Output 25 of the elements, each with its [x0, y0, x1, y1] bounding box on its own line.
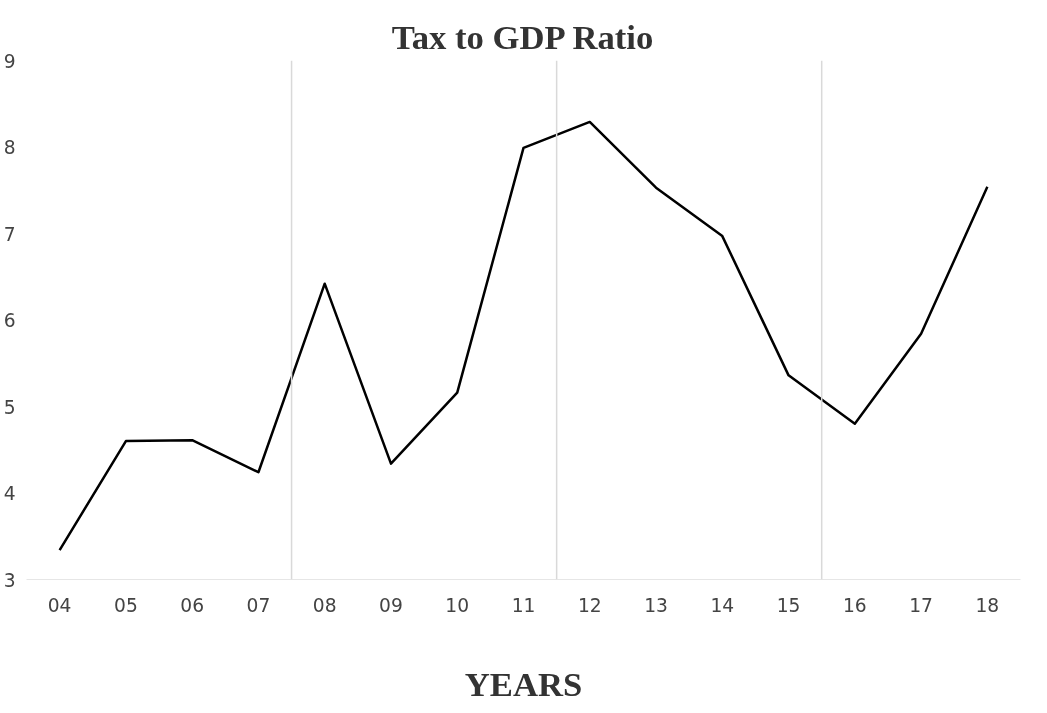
y-tick-label: 5: [3, 396, 16, 418]
x-tick-label: 15: [776, 594, 801, 616]
x-tick-label: 04: [47, 594, 72, 616]
x-axis-title: YEARS: [464, 664, 583, 703]
x-tick-label: 05: [114, 594, 138, 616]
y-tick-label: 4: [3, 483, 16, 504]
y-tick-label: 6: [3, 310, 16, 331]
x-tick-label: 07: [246, 594, 271, 616]
x-tick-label: 12: [577, 594, 602, 616]
x-tick-label: 13: [644, 594, 668, 616]
x-tick-label: 17: [909, 594, 933, 616]
x-tick-label: 14: [710, 594, 735, 616]
y-tick-label: 9: [3, 50, 16, 72]
x-tick-label: 11: [511, 594, 536, 616]
x-tick-label: 10: [445, 594, 470, 616]
x-tick-label: 08: [312, 594, 337, 616]
y-tick-label: 8: [3, 137, 16, 158]
line-series: [58, 120, 989, 552]
x-tick-label: 18: [975, 594, 1000, 616]
x-tick-label: 09: [379, 594, 403, 616]
x-tick-label: 06: [180, 594, 205, 616]
chart-title: Tax to GDP Ratio: [391, 17, 654, 56]
x-tick-label: 16: [842, 594, 867, 616]
y-tick-label: 3: [3, 569, 16, 591]
y-tick-label: 7: [3, 223, 16, 245]
